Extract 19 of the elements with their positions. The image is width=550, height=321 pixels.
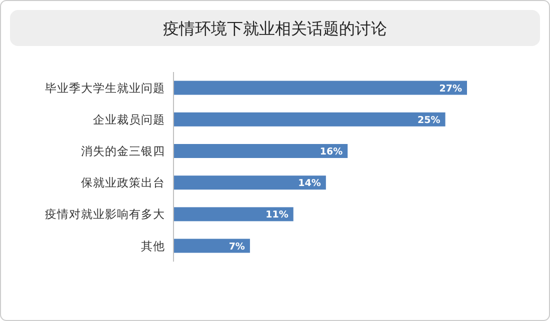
bar <box>174 238 250 253</box>
data-label: 11% <box>266 210 289 221</box>
data-label: 14% <box>298 178 322 190</box>
bar <box>174 80 467 95</box>
bar <box>174 207 294 222</box>
y-tick-label: 企业裁员问题 <box>93 112 165 126</box>
bar <box>174 144 348 158</box>
bar <box>174 112 446 126</box>
data-label: 16% <box>320 146 344 158</box>
y-tick-label: 毕业季大学生就业问题 <box>45 80 165 95</box>
y-tick-label: 保就业政策出台 <box>81 176 165 190</box>
data-label: 27% <box>439 83 462 94</box>
chart-title: 疫情环境下就业相关话题的讨论 <box>163 19 387 38</box>
data-label: 25% <box>418 114 441 126</box>
y-tick-label: 其他 <box>141 238 165 253</box>
y-tick-label: 疫情对就业影响有多大 <box>45 207 165 222</box>
y-tick-label: 消失的金三银四 <box>81 144 165 158</box>
data-label: 7% <box>228 241 246 252</box>
bar <box>174 176 326 190</box>
